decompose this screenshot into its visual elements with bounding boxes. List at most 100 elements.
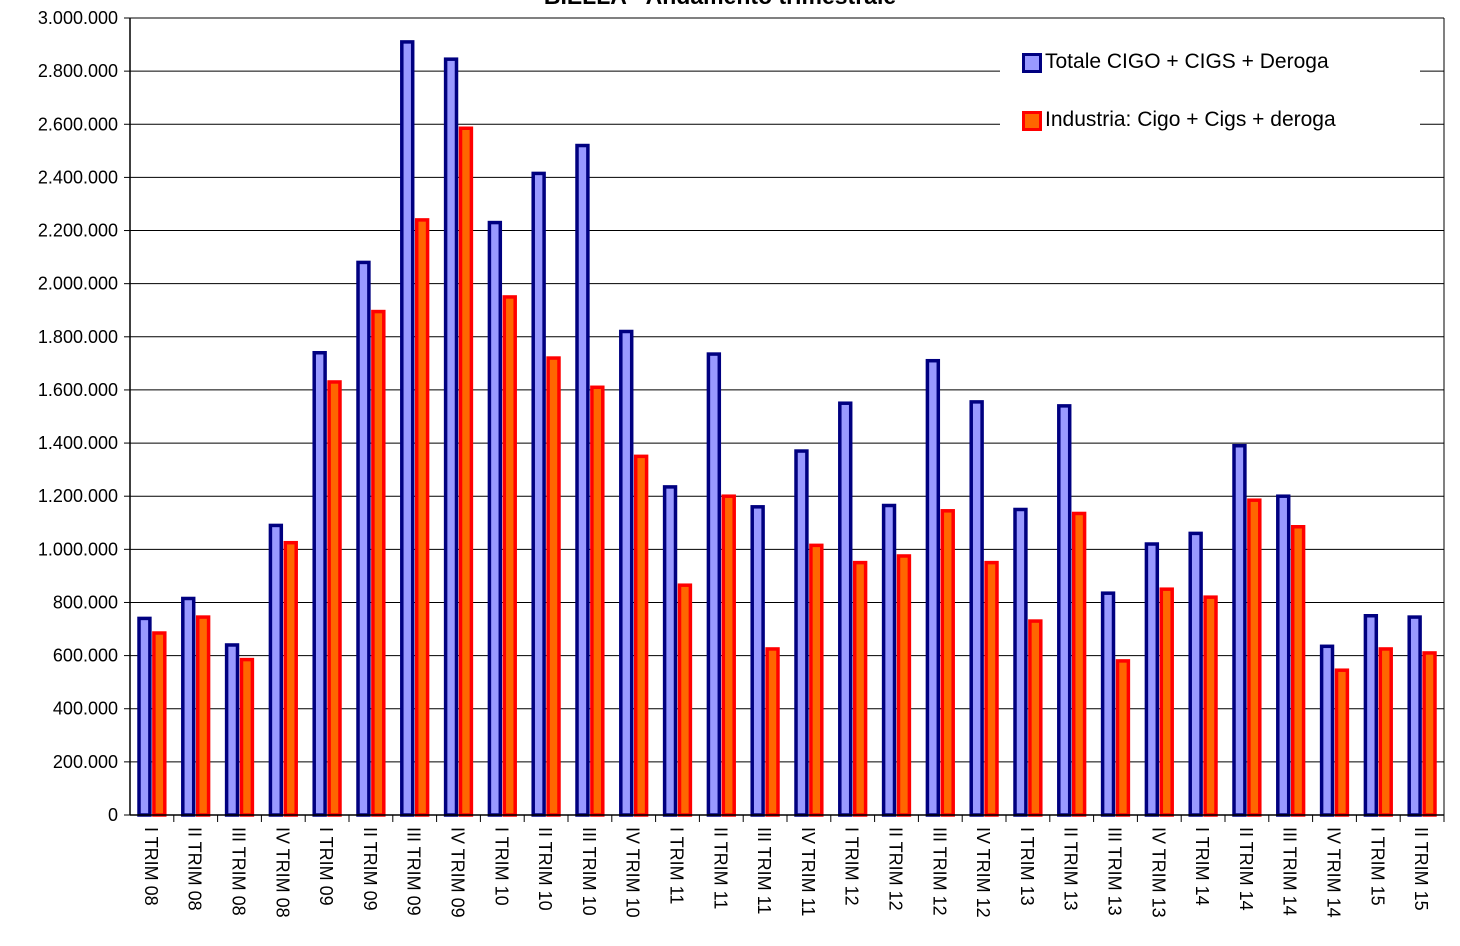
bar bbox=[575, 143, 590, 817]
x-tick-label: II TRIM 14 bbox=[1236, 827, 1256, 911]
y-tick-label: 800.000 bbox=[53, 592, 118, 612]
bar bbox=[414, 218, 430, 817]
bar bbox=[224, 643, 240, 817]
x-tick-label: I TRIM 09 bbox=[316, 827, 336, 906]
bar bbox=[1144, 542, 1160, 817]
legend-entry: Industria: Cigo + Cigs + deroga bbox=[1022, 108, 1345, 132]
x-tick-label: II TRIM 15 bbox=[1411, 827, 1431, 911]
bar bbox=[1276, 494, 1291, 817]
x-tick-label: III TRIM 10 bbox=[579, 827, 599, 916]
bar bbox=[662, 485, 678, 817]
bar bbox=[1159, 587, 1174, 817]
y-tick-label: 600.000 bbox=[53, 646, 118, 666]
y-tick-label: 2.200.000 bbox=[38, 221, 118, 241]
bar bbox=[706, 352, 722, 817]
x-tick-label: III TRIM 08 bbox=[229, 827, 249, 916]
bar bbox=[458, 126, 474, 817]
bar bbox=[239, 657, 255, 817]
bar bbox=[1363, 614, 1379, 817]
x-tick-label: II TRIM 08 bbox=[185, 827, 205, 911]
bar bbox=[1407, 615, 1422, 817]
bar bbox=[750, 505, 765, 817]
y-tick-label: 1.200.000 bbox=[38, 486, 118, 506]
legend-entry: Totale CIGO + CIGS + Deroga bbox=[1022, 50, 1345, 74]
bar bbox=[1013, 507, 1028, 817]
y-tick-label: 1.400.000 bbox=[38, 433, 118, 453]
bar bbox=[268, 523, 284, 817]
bar bbox=[1334, 668, 1350, 817]
x-tick-label: I TRIM 08 bbox=[141, 827, 161, 906]
bar bbox=[838, 401, 853, 817]
bar bbox=[1378, 647, 1393, 817]
y-tick-label: 3.000.000 bbox=[38, 8, 118, 28]
bar bbox=[502, 295, 517, 817]
y-tick-label: 1.000.000 bbox=[38, 539, 118, 559]
bar bbox=[881, 503, 897, 817]
x-tick-label: IV TRIM 13 bbox=[1148, 827, 1168, 918]
x-tick-label: IV TRIM 14 bbox=[1324, 827, 1344, 918]
bar bbox=[327, 380, 342, 817]
x-tick-label: IV TRIM 09 bbox=[448, 827, 468, 918]
bar bbox=[1071, 511, 1087, 817]
bar bbox=[590, 385, 605, 817]
bar bbox=[1232, 443, 1247, 817]
x-tick-label: II TRIM 13 bbox=[1061, 827, 1081, 911]
x-tick-label: I TRIM 15 bbox=[1367, 827, 1387, 906]
x-tick-label: II TRIM 09 bbox=[360, 827, 380, 911]
y-tick-label: 200.000 bbox=[53, 752, 118, 772]
legend-swatch bbox=[1022, 53, 1042, 73]
x-tick-label: I TRIM 14 bbox=[1192, 827, 1212, 906]
x-tick-label: I TRIM 13 bbox=[1017, 827, 1037, 906]
x-tick-label: IV TRIM 08 bbox=[272, 827, 292, 918]
x-tick-label: I TRIM 12 bbox=[842, 827, 862, 906]
bar bbox=[852, 560, 868, 817]
y-tick-label: 400.000 bbox=[53, 699, 118, 719]
bar bbox=[984, 560, 999, 817]
y-tick-label: 2.400.000 bbox=[38, 167, 118, 187]
bar bbox=[371, 309, 386, 817]
y-tick-label: 1.800.000 bbox=[38, 327, 118, 347]
bar bbox=[443, 57, 459, 817]
bar bbox=[137, 616, 152, 817]
x-tick-label: IV TRIM 10 bbox=[623, 827, 643, 918]
bar bbox=[1203, 595, 1218, 817]
bar bbox=[925, 358, 941, 817]
x-tick-label: I TRIM 11 bbox=[667, 827, 687, 904]
x-tick-label: IV TRIM 12 bbox=[973, 827, 993, 918]
bar bbox=[633, 454, 649, 817]
legend-label: Totale CIGO + CIGS + Deroga bbox=[1045, 50, 1329, 73]
bar bbox=[721, 494, 736, 817]
bar bbox=[1319, 644, 1335, 817]
bar bbox=[1290, 525, 1306, 817]
bar bbox=[1057, 404, 1072, 817]
legend-swatch bbox=[1022, 111, 1042, 131]
bar bbox=[940, 509, 955, 817]
chart-title: BIELLA - Andamento trimestrale bbox=[544, 0, 896, 9]
bar bbox=[765, 647, 780, 817]
x-tick-label: IV TRIM 11 bbox=[798, 827, 818, 916]
bar bbox=[1028, 619, 1043, 817]
x-tick-label: III TRIM 14 bbox=[1280, 827, 1300, 916]
bar bbox=[969, 400, 984, 817]
x-tick-label: III TRIM 11 bbox=[754, 827, 774, 914]
x-tick-label: III TRIM 09 bbox=[404, 827, 424, 916]
bar bbox=[152, 631, 167, 817]
bar bbox=[794, 449, 809, 817]
bar bbox=[400, 40, 415, 817]
x-tick-label: I TRIM 10 bbox=[491, 827, 511, 906]
bar bbox=[356, 260, 371, 817]
bar bbox=[181, 596, 196, 817]
grid bbox=[130, 17, 1444, 816]
bar bbox=[195, 615, 211, 817]
bar bbox=[546, 356, 561, 817]
bar bbox=[809, 543, 824, 817]
bar bbox=[1247, 498, 1262, 817]
bar bbox=[896, 554, 912, 817]
bar bbox=[677, 583, 693, 817]
x-tick-label: II TRIM 12 bbox=[886, 827, 906, 911]
x-tick-label: II TRIM 10 bbox=[535, 827, 555, 911]
bar bbox=[487, 220, 503, 817]
x-tick-label: II TRIM 11 bbox=[710, 827, 730, 909]
